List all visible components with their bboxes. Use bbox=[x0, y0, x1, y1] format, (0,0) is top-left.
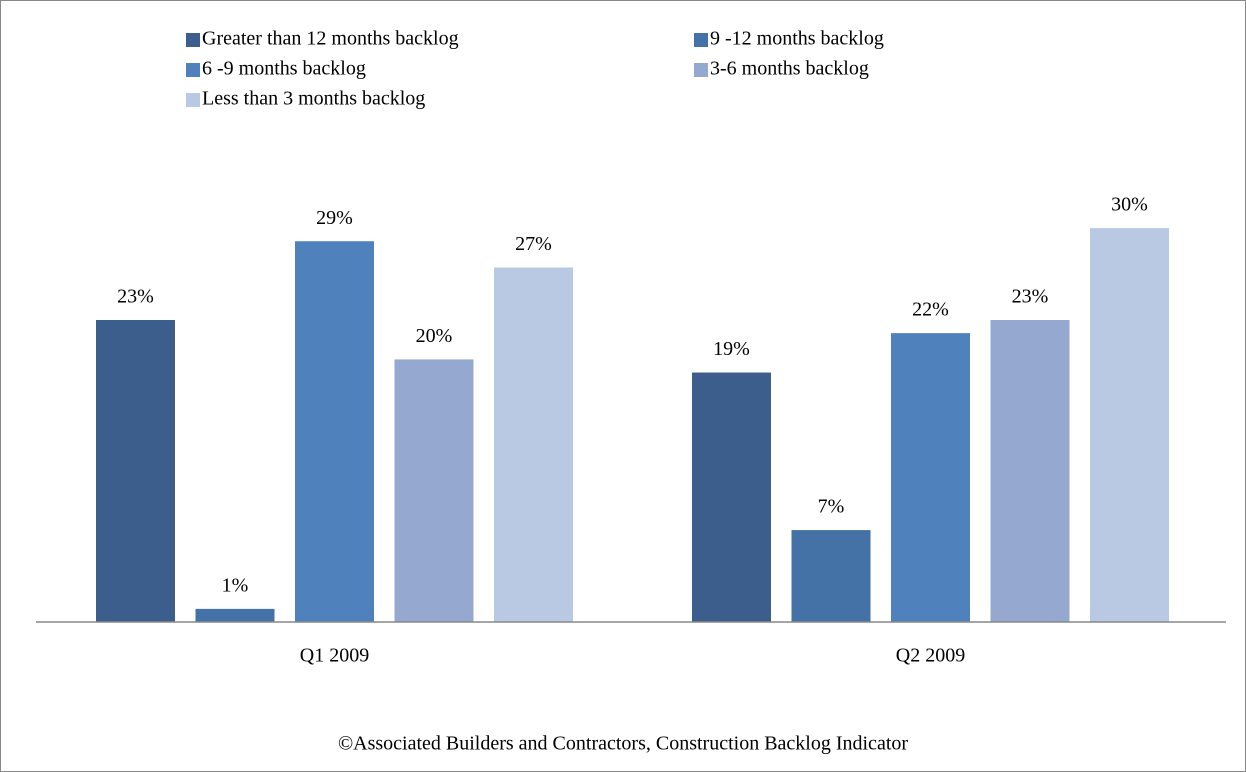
bar bbox=[494, 267, 573, 622]
bar bbox=[990, 320, 1070, 622]
bar bbox=[791, 530, 871, 622]
bar bbox=[195, 608, 275, 622]
value-label: 20% bbox=[416, 325, 453, 347]
value-label: 19% bbox=[713, 338, 750, 360]
bar bbox=[295, 241, 374, 623]
legend-swatch bbox=[694, 33, 708, 47]
legend-swatch bbox=[186, 93, 200, 107]
value-label: 1% bbox=[222, 574, 249, 596]
value-label: 23% bbox=[117, 286, 154, 308]
legend-label: Greater than 12 months backlog bbox=[202, 28, 459, 50]
bar bbox=[891, 333, 970, 622]
legend-label: Less than 3 months backlog bbox=[202, 88, 425, 110]
bar bbox=[96, 320, 175, 622]
bar bbox=[394, 359, 474, 622]
legend-swatch bbox=[186, 63, 200, 77]
value-label: 29% bbox=[316, 207, 353, 229]
x-tick-label: Q2 2009 bbox=[896, 645, 965, 667]
legend-swatch bbox=[694, 63, 708, 77]
value-label: 27% bbox=[515, 233, 552, 255]
bar bbox=[1090, 228, 1169, 622]
legend-label: 6 -9 months backlog bbox=[202, 58, 366, 80]
value-label: 30% bbox=[1111, 194, 1148, 216]
value-label: 7% bbox=[818, 496, 845, 518]
value-label: 22% bbox=[912, 299, 949, 321]
legend-label: 3-6 months backlog bbox=[710, 58, 869, 80]
footnote: ©Associated Builders and Contractors, Co… bbox=[338, 733, 908, 755]
bar bbox=[692, 372, 771, 622]
legend-label: 9 -12 months backlog bbox=[710, 28, 884, 50]
legend-swatch bbox=[186, 33, 200, 47]
value-label: 23% bbox=[1012, 286, 1049, 308]
x-tick-label: Q1 2009 bbox=[300, 645, 369, 667]
